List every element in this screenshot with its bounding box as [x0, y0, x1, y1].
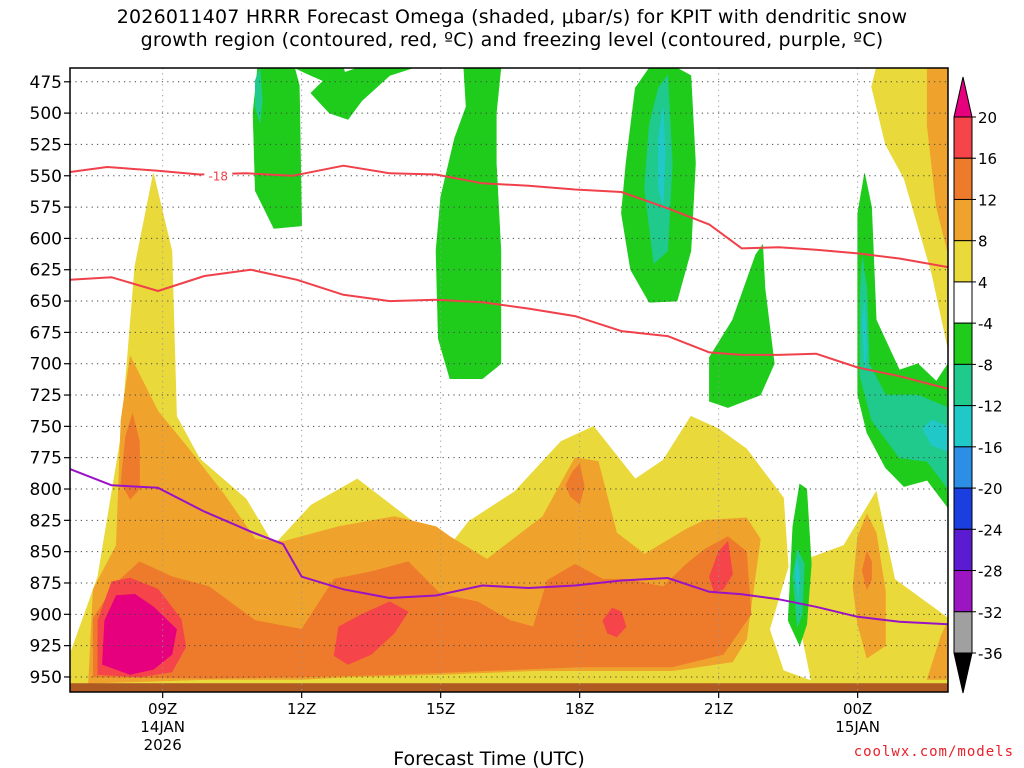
x-tick-label: 12Z — [287, 700, 316, 718]
y-tick-label-875: 875 — [30, 574, 62, 594]
contour-dgz-bottom — [70, 268, 948, 390]
y-tick-label-575: 575 — [30, 198, 62, 218]
colorbar-label: -16 — [978, 439, 1003, 457]
x-tick-label: 2026 — [144, 736, 182, 754]
omega-region-17 — [435, 68, 502, 380]
x-tick-label: 14JAN — [140, 718, 185, 736]
colorbar-bin--24--20 — [953, 487, 973, 530]
contour-label: -18 — [208, 169, 228, 183]
x-tick-label: 15JAN — [835, 718, 880, 736]
colorbar-label: -12 — [978, 398, 1003, 416]
omega-region-7 — [120, 412, 140, 500]
y-tick-label-950: 950 — [30, 668, 62, 688]
colorbar-bin--36--32 — [953, 611, 973, 654]
colorbar-bin--16--12 — [953, 405, 973, 448]
omega-region-16 — [310, 68, 413, 120]
y-tick-label-850: 850 — [30, 543, 62, 563]
title-line-2: growth region (contoured, red, ºC) and f… — [140, 29, 884, 51]
x-tick-label: 15Z — [426, 700, 455, 718]
omega-region-14 — [102, 593, 177, 675]
omega-region-9 — [861, 550, 872, 591]
omega-region-23 — [255, 68, 263, 124]
colorbar-bin--20--16 — [953, 446, 973, 489]
y-tick-label-525: 525 — [30, 135, 62, 155]
omega-region-12 — [602, 607, 627, 638]
y-tick-label-925: 925 — [30, 637, 62, 657]
contour-label-bg — [204, 167, 233, 183]
y-tick-label-700: 700 — [30, 355, 62, 375]
y-tick-label-550: 550 — [30, 167, 62, 187]
y-tick-label-475: 475 — [30, 73, 62, 93]
y-tick-label-650: 650 — [30, 292, 62, 312]
y-tick-label-725: 725 — [30, 386, 62, 406]
credit-text: coolwx.com/models — [853, 744, 1014, 760]
y-tick-label-900: 900 — [30, 605, 62, 625]
x-axis-title: Forecast Time (UTC) — [393, 748, 584, 768]
colorbar-bin--28--24 — [953, 528, 973, 572]
omega-region-29 — [922, 419, 948, 452]
colorbar-bin--8--4 — [953, 322, 973, 365]
omega-region-11 — [333, 601, 409, 665]
colorbar-label: 12 — [978, 191, 997, 209]
colorbar-bin--4-4 — [953, 281, 973, 324]
colorbar-bin--32--28 — [953, 570, 973, 613]
contour-freezing-level — [70, 468, 948, 626]
colorbar-label: -36 — [978, 645, 1003, 663]
colorbar-label: -28 — [978, 563, 1003, 581]
colorbar-bin-8-12 — [953, 198, 973, 242]
omega-region-4 — [926, 68, 948, 254]
colorbar-label: -20 — [978, 480, 1003, 498]
colorbar-label: 4 — [978, 274, 988, 292]
omega-region-28 — [861, 301, 868, 371]
x-tick-label: 00Z — [843, 700, 872, 718]
x-tick-label: 18Z — [565, 700, 594, 718]
colorbar-under-triangle — [953, 652, 973, 694]
colorbar-label: 16 — [978, 150, 997, 168]
y-tick-label-750: 750 — [30, 417, 62, 437]
colorbar-over-triangle — [953, 76, 973, 118]
colorbar-label: 8 — [978, 233, 988, 251]
contour-dgz-top — [70, 164, 948, 269]
colorbar-label: -8 — [978, 356, 993, 374]
y-tick-label-775: 775 — [30, 449, 62, 469]
omega-region-6 — [92, 536, 752, 679]
omega-region-27 — [794, 557, 801, 600]
plot-content: -18 — [70, 68, 948, 692]
y-tick-label-500: 500 — [30, 104, 62, 124]
omega-region-5 — [926, 621, 948, 680]
y-tick-label-600: 600 — [30, 229, 62, 249]
plot-frame — [69, 67, 949, 693]
colorbar-bin-16-20 — [953, 116, 973, 159]
x-tick-label: 09Z — [148, 700, 177, 718]
x-tick-label: 21Z — [704, 700, 733, 718]
colorbar-label: -24 — [978, 521, 1003, 539]
colorbar-bin-4-8 — [953, 240, 973, 283]
y-tick-label-825: 825 — [30, 511, 62, 531]
omega-region-19 — [709, 243, 775, 408]
colorbar-label: 20 — [978, 109, 997, 127]
title-line-1: 2026011407 HRRR Forecast Omega (shaded, … — [116, 6, 908, 28]
colorbar-bin--12--8 — [953, 363, 973, 407]
colorbar-label: -4 — [978, 315, 993, 333]
y-tick-label-625: 625 — [30, 261, 62, 281]
colorbar-label: -32 — [978, 604, 1003, 622]
chart-title: 2026011407 HRRR Forecast Omega (shaded, … — [0, 6, 1024, 52]
omega-region-26 — [658, 106, 666, 208]
y-tick-label-800: 800 — [30, 480, 62, 500]
y-tick-label-675: 675 — [30, 323, 62, 343]
colorbar-bin-12-16 — [953, 157, 973, 200]
ground-strip — [70, 683, 948, 692]
omega-region-3 — [852, 513, 886, 659]
